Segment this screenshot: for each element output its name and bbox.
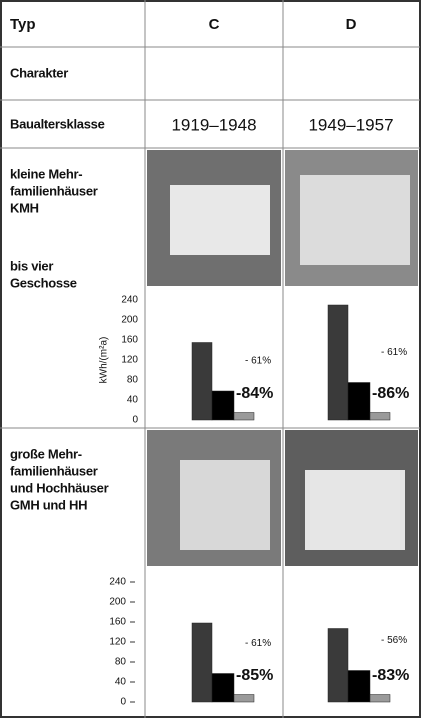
header-cell: D [346,16,357,33]
annotation: - 61% [245,356,271,367]
bar [192,343,212,421]
header-cell: Typ [10,16,36,33]
y-tick-label: 200 [109,597,126,608]
annotation-bold: -86% [372,385,409,402]
y-tick-label: 0 [132,415,138,426]
y-tick-label: 40 [115,677,127,688]
group-label: KMH [10,200,39,215]
bar [328,629,348,703]
cell: 1949–1957 [308,115,393,134]
group-sublabel: bis vier [10,258,53,273]
y-tick-label: 80 [127,375,139,386]
group-label: kleine Mehr- [10,166,82,181]
row-label: Charakter [10,65,68,80]
group-label: GMH und HH [10,497,87,512]
table-page: Typ C D Charakter Baualtersklasse 1919–1… [0,0,426,718]
y-tick-label: 200 [121,315,138,326]
bar [328,305,348,420]
y-tick-label: 240 [109,577,126,588]
annotation: - 61% [245,638,271,649]
y-axis-label: kWh/(m²a) [99,337,110,384]
header-cell: C [209,16,220,33]
annotation: - 61% [381,347,407,358]
group-label: familienhäuser [10,183,98,198]
annotation: - 56% [381,635,407,646]
group-sublabel: Geschosse [10,275,77,290]
bar [212,391,234,420]
y-tick-label: 80 [115,657,127,668]
group-label: große Mehr- [10,446,82,461]
annotation-bold: -84% [236,385,273,402]
annotation-bold: -83% [372,667,409,684]
bar [348,671,370,703]
bar [192,623,212,702]
y-tick-label: 160 [121,335,138,346]
y-tick-label: 120 [109,637,126,648]
y-tick-label: 40 [127,395,139,406]
annotation-bold: -85% [236,667,273,684]
bar [234,695,254,703]
bar [348,383,370,421]
bar [234,413,254,421]
bar [370,695,390,703]
bar [370,413,390,421]
group-label: familienhäuser [10,463,98,478]
bar [212,674,234,703]
y-tick-label: 160 [109,617,126,628]
group-label: und Hochhäuser [10,480,109,495]
cell: 1919–1948 [171,115,256,134]
y-tick-label: 120 [121,355,138,366]
y-tick-label: 240 [121,295,138,306]
y-tick-label: 0 [120,697,126,708]
row-label: Baualtersklasse [10,116,105,131]
